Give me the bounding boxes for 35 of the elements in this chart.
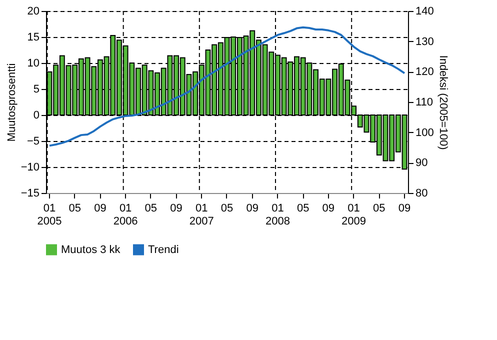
legend-label: Trendi <box>148 244 179 256</box>
x-tick-label: 01 2008 <box>265 202 290 228</box>
y2-tick-label: 140 <box>416 6 434 18</box>
y2-tick-label: 120 <box>416 66 434 78</box>
y-tick-label: −5 <box>26 136 40 148</box>
y-tick-label: 15 <box>27 32 40 44</box>
x-tick-label: 05 <box>144 202 158 214</box>
x-tick-label: 05 <box>296 202 310 214</box>
y-tick-label: 10 <box>27 58 40 70</box>
y2-tick-label: 110 <box>416 96 434 108</box>
y-axis-title: Muutosprosentti <box>6 63 18 142</box>
y2-tick-label: 100 <box>416 126 434 139</box>
y-tick-label: 5 <box>33 84 40 96</box>
x-tick-label: 01 2009 <box>342 202 366 228</box>
x-tick-label: 09 <box>94 202 106 214</box>
legend-label: Muutos 3 kk <box>61 244 121 256</box>
y-tick-label: −15 <box>20 188 40 200</box>
y2-tick-label: 90 <box>416 157 428 170</box>
x-tick-label: 05 <box>220 202 234 214</box>
x-tick-label: 09 <box>398 202 411 214</box>
x-tick-label: 05 <box>373 202 386 214</box>
x-tick-label: 01 2005 <box>37 202 62 228</box>
y2-tick-label: 80 <box>416 188 428 200</box>
y2-axis-title: Indeksi (2005=100) <box>436 55 449 150</box>
x-tick-label: 01 2006 <box>113 202 138 228</box>
y2-tick-label: 130 <box>416 36 434 48</box>
x-tick-label: 09 <box>170 202 182 214</box>
y-tick-label: 0 <box>33 110 40 122</box>
x-tick-label: 05 <box>68 202 81 214</box>
x-tick-label: 09 <box>322 202 335 214</box>
y-tick-label: −10 <box>20 162 40 174</box>
x-tick-label: 01 2007 <box>189 202 214 228</box>
line-series <box>48 26 406 147</box>
y-tick-label: 20 <box>27 6 40 18</box>
x-tick-label: 09 <box>246 202 258 214</box>
